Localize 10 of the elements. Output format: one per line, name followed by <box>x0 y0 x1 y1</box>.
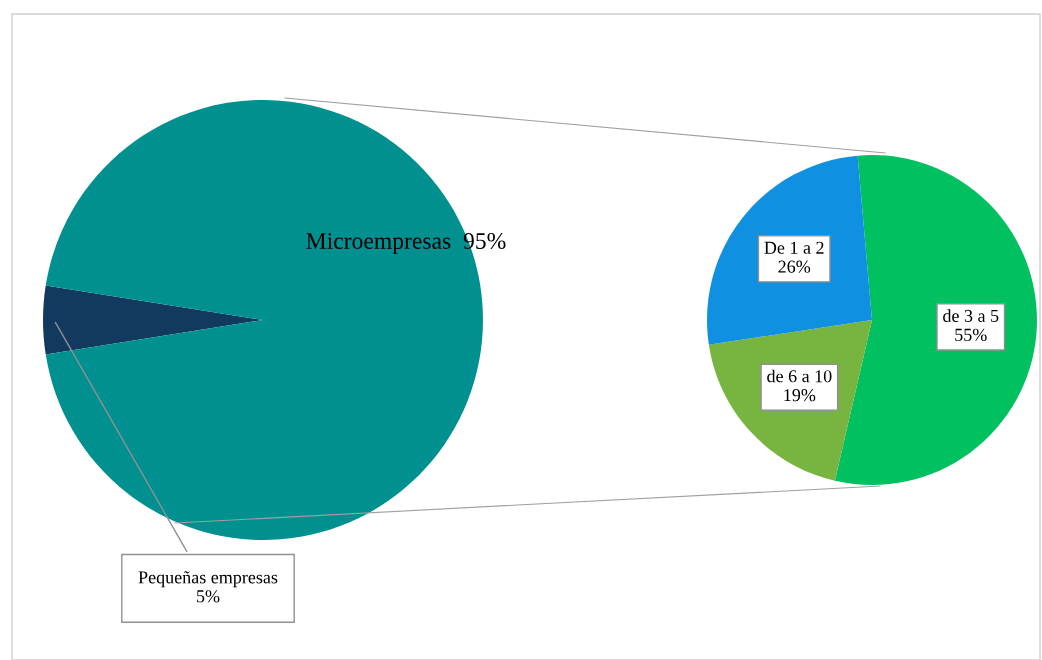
slice-label: de 3 a 5 <box>943 309 999 322</box>
slice-label: de 6 a 10 <box>767 369 832 383</box>
pie-slice <box>43 285 263 355</box>
slice-label: Pequeñas empresas <box>138 571 278 588</box>
data-label: 26% <box>778 260 811 273</box>
slice-label: De 1 a 2 <box>764 241 824 254</box>
data-label: 5% <box>197 590 220 603</box>
data-label: 55% <box>955 328 987 341</box>
pie-slice <box>834 155 1037 485</box>
data-label: 19% <box>784 389 816 402</box>
